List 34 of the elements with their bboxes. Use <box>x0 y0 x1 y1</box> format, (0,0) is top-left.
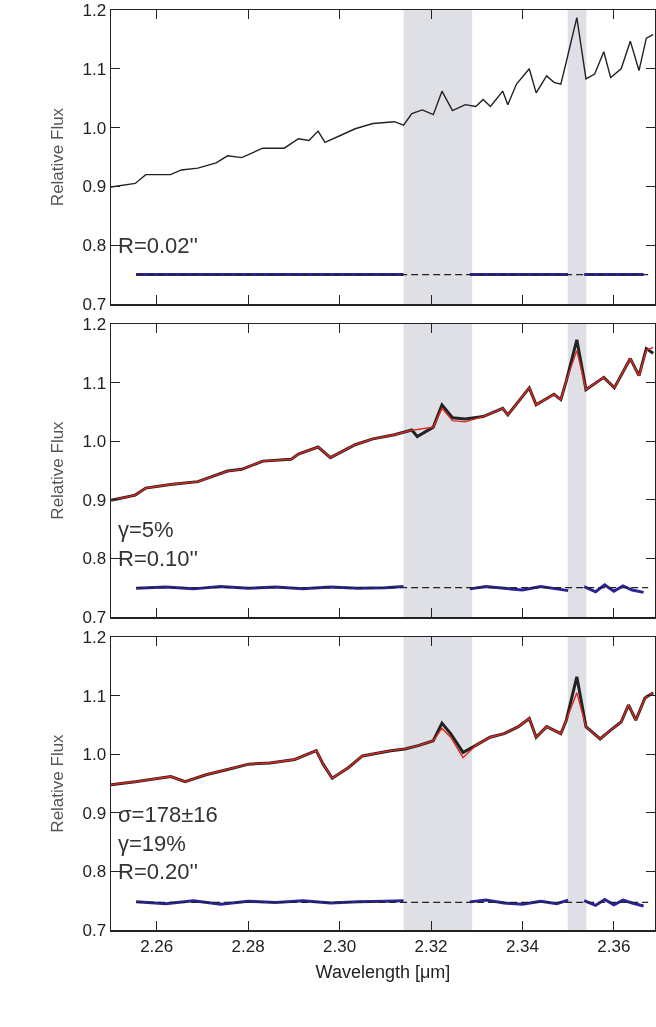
y-tick-label: 1.1 <box>82 59 107 79</box>
y-tick-label: 0.9 <box>82 803 107 823</box>
x-tick-label: 2.26 <box>140 936 174 956</box>
x-tick-label: 2.32 <box>414 936 448 956</box>
y-tick-label: 1.0 <box>82 118 107 138</box>
y-tick-label: 1.0 <box>82 432 107 452</box>
annotation: γ=5% <box>118 517 174 542</box>
y-tick-label: 0.9 <box>82 177 107 197</box>
annotation: γ=19% <box>118 830 186 856</box>
annotation: R=0.20'' <box>118 859 198 885</box>
x-tick-label: 2.36 <box>597 936 631 956</box>
annotation: R=0.10'' <box>118 545 198 571</box>
y-axis-title: Relative Flux <box>48 107 68 207</box>
y-tick-label: 1.2 <box>82 314 107 334</box>
y-tick-label: 0.7 <box>82 607 107 627</box>
y-tick-label: 0.8 <box>82 549 107 569</box>
y-tick-label: 0.8 <box>82 236 107 256</box>
y-tick-label: 0.9 <box>82 490 107 510</box>
y-axis-title: Relative Flux <box>48 733 68 833</box>
annotation: σ=178±16 <box>118 802 218 827</box>
x-tick-label: 2.28 <box>231 936 265 956</box>
y-tick-label: 1.1 <box>82 373 107 393</box>
y-tick-label: 1.1 <box>82 686 107 706</box>
y-axis-title: Relative Flux <box>48 420 68 520</box>
y-tick-label: 1.0 <box>82 745 107 765</box>
y-tick-label: 0.7 <box>82 294 107 314</box>
y-tick-label: 1.2 <box>82 627 107 647</box>
annotation: R=0.02'' <box>118 233 198 258</box>
x-tick-label: 2.34 <box>505 936 539 956</box>
y-tick-label: 1.2 <box>82 0 107 20</box>
x-axis-title: Wavelength [μm] <box>315 961 451 982</box>
y-tick-label: 0.7 <box>82 920 107 940</box>
x-tick-label: 2.30 <box>323 936 357 956</box>
y-tick-label: 0.8 <box>82 862 107 882</box>
